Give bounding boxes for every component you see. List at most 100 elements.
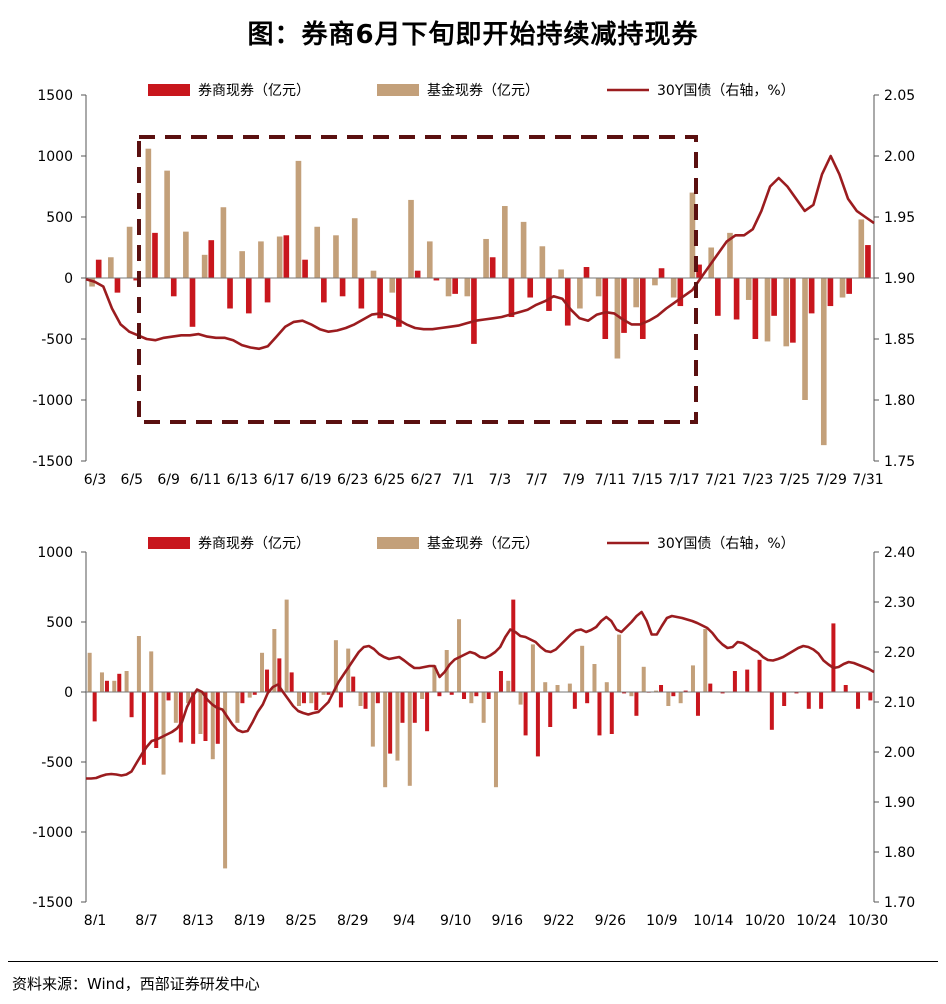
broker-bar (339, 278, 346, 297)
fund-bar (333, 235, 339, 278)
broker-bar (449, 692, 454, 695)
fund-bar (247, 692, 252, 698)
x-tick-label: 6/3 (84, 472, 107, 488)
broker-bar (166, 692, 171, 701)
x-tick-label: 9/10 (440, 913, 471, 925)
broker-bar (396, 278, 402, 327)
fund-bar (567, 683, 572, 692)
fund-bar (186, 692, 191, 704)
x-tick-label: 7/15 (631, 472, 662, 488)
broker-bar (639, 278, 646, 339)
broker-bar (203, 692, 208, 741)
fund-bar (383, 692, 388, 788)
chart-june-july: 1500 1000 500 0 -500 -1000 -1500 2.05 2.00 1.95 1.… (32, 82, 915, 488)
fund-bar (258, 241, 264, 278)
fund-bar (276, 236, 283, 278)
x-tick-label: 8/13 (182, 913, 213, 925)
broker-bar (486, 692, 491, 699)
legend-broker-label: 券商现券（亿元） (198, 83, 310, 99)
fund-bar (445, 278, 452, 297)
broker-bar (846, 278, 852, 294)
broker-bar (585, 692, 590, 704)
broker-bar (527, 278, 534, 298)
broker-bar (597, 692, 602, 736)
fund-bar (518, 692, 523, 705)
broker-bar (314, 692, 319, 711)
fund-bar (690, 665, 695, 692)
legend-fund-swatch (377, 84, 419, 96)
broker-bar (827, 278, 834, 307)
broker-bar (769, 692, 774, 730)
broker-bar (546, 278, 552, 311)
fund-bar (295, 160, 302, 278)
broker-bar (414, 270, 421, 278)
broker-bar (808, 278, 815, 314)
fund-bar (333, 640, 338, 692)
fund-bar (580, 645, 585, 692)
fund-bar (420, 692, 425, 699)
broker-bar (133, 278, 140, 281)
x-tick-label: 6/17 (263, 472, 294, 488)
broker-bar (474, 692, 479, 697)
broker-bar (634, 692, 639, 716)
broker-bar (95, 259, 102, 278)
fund-bar (351, 218, 358, 278)
broker-bar (433, 278, 440, 281)
fund-bar (145, 148, 152, 278)
fund-bar (183, 231, 189, 278)
fund-bar (370, 270, 377, 278)
broker-bar (752, 278, 759, 339)
fund-bar (641, 666, 646, 692)
fund-bar (592, 664, 597, 692)
fund-bar (543, 682, 548, 692)
broker-bar (462, 692, 467, 699)
broker-bar (289, 672, 294, 692)
fund-bar (577, 278, 583, 309)
x-tick-label: 7/29 (815, 472, 846, 488)
source-note: 资料来源：Wind，西部证券研发中心 (12, 975, 260, 993)
right-tick-label: 2.20 (884, 645, 915, 661)
fund-bar (469, 692, 474, 704)
fund-bar (555, 685, 560, 692)
broker-bar (831, 623, 836, 692)
broker-bar (489, 257, 496, 278)
fund-bar (678, 692, 683, 704)
legend-fund-label: 基金现券（亿元） (427, 82, 539, 99)
legend-broker-swatch (148, 84, 190, 96)
fund-bar (493, 692, 498, 788)
broker-bar (375, 692, 380, 704)
x-tick-label: 7/21 (705, 472, 736, 488)
fund-bar (370, 692, 375, 747)
broker-bar (227, 278, 233, 309)
broker-bar (715, 278, 721, 316)
fund-bar (136, 636, 141, 692)
x-tick-label: 7/17 (668, 472, 699, 488)
broker-bar (572, 692, 577, 709)
fund-bar (346, 648, 351, 692)
broker-bar (245, 278, 252, 314)
broker-bar (602, 278, 609, 339)
broker-bar (191, 692, 196, 744)
broker-bar (548, 692, 553, 727)
fund-bar (272, 629, 277, 692)
legend-fund-label: 基金现券（亿元） (427, 535, 539, 552)
left-tick-label: -500 (41, 755, 73, 771)
broker-bar (215, 692, 220, 744)
fund-bar (126, 226, 133, 278)
broker-bar (264, 278, 271, 303)
left-tick-label: -500 (41, 332, 73, 348)
right-tick-label: 1.75 (884, 454, 915, 470)
broker-bar (152, 232, 158, 278)
broker-bar (252, 692, 257, 695)
x-tick-label: 7/7 (525, 472, 548, 488)
broker-bar (583, 267, 590, 278)
fund-bar (99, 672, 104, 692)
left-tick-label: 1000 (37, 149, 73, 165)
fund-bar (314, 226, 321, 278)
left-tick-label: 0 (64, 271, 73, 287)
broker-bar (695, 692, 700, 716)
fund-bar (506, 680, 511, 692)
broker-bar (338, 692, 343, 708)
broker-bar (437, 692, 442, 697)
fund-bar (201, 254, 208, 278)
